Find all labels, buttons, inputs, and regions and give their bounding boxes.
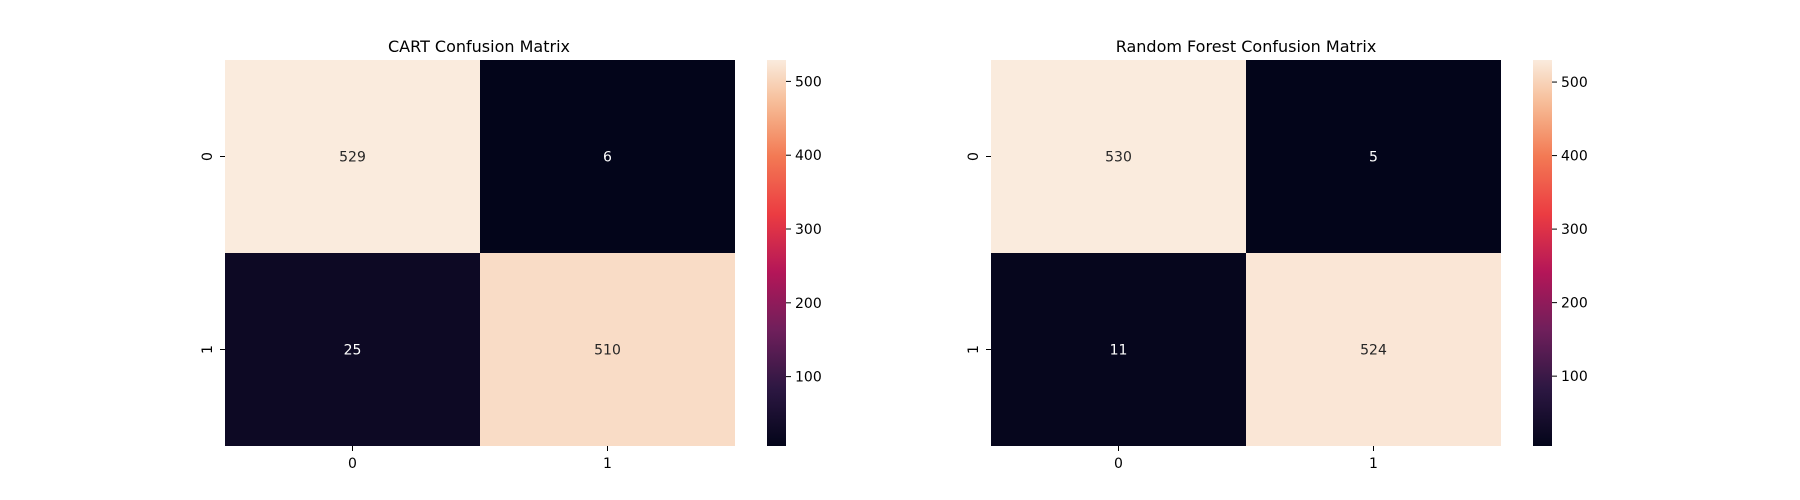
heatmap-cell (1246, 253, 1501, 446)
cell-value-label: 11 (1110, 343, 1128, 359)
heatmap-cells: 530 5 11 524 (991, 60, 1501, 446)
colorbar-tick-label: 200 (795, 296, 822, 312)
cell-value-label: 25 (344, 343, 362, 359)
cell-value-label: 5 (1369, 150, 1378, 166)
y-tick-label: 0 (966, 152, 982, 161)
y-tick-label: 1 (200, 345, 216, 354)
cell-value-label: 529 (339, 150, 366, 166)
heatmap-cell (225, 253, 480, 446)
colorbar-tick-label: 500 (795, 74, 822, 90)
heatmap-cell (1246, 60, 1501, 253)
x-tick-label: 0 (1114, 456, 1123, 472)
heatmap-cell (480, 60, 735, 253)
heatmap-cells: 529 6 25 510 (225, 60, 735, 446)
colorbar-tick-label: 300 (795, 222, 822, 238)
colorbar-gradient (767, 60, 786, 446)
cell-value-label: 524 (1360, 343, 1387, 359)
y-tick-label: 0 (200, 152, 216, 161)
colorbar-tick-label: 100 (1561, 369, 1588, 385)
heatmap-cell (991, 253, 1246, 446)
colorbar: 100 200 300 400 500 (1533, 60, 1588, 446)
colorbar-tick-label: 300 (1561, 222, 1588, 238)
colorbar-tick-label: 200 (1561, 296, 1588, 312)
x-tick-label: 1 (603, 456, 612, 472)
cell-value-label: 530 (1105, 150, 1132, 166)
y-tick-label: 1 (966, 345, 982, 354)
chart-title: Random Forest Confusion Matrix (1116, 37, 1377, 56)
colorbar-tick-label: 400 (795, 148, 822, 164)
heatmap-cell (225, 60, 480, 253)
colorbar-tick-label: 400 (1561, 149, 1588, 165)
random-forest-confusion-matrix-panel: Random Forest Confusion Matrix 530 511 524… (966, 37, 1588, 472)
colorbar-tick-label: 500 (1561, 75, 1588, 91)
y-axis-ticks: 01 (966, 152, 991, 354)
colorbar-tick-label: 100 (795, 370, 822, 386)
heatmap-cell (991, 60, 1246, 253)
colorbar: 100 200 300 400 500 (767, 60, 822, 446)
cell-value-label: 510 (594, 343, 621, 359)
heatmap-cell (480, 253, 735, 446)
y-axis-ticks: 01 (200, 152, 225, 354)
x-tick-label: 1 (1369, 456, 1378, 472)
x-tick-label: 0 (348, 456, 357, 472)
cell-value-label: 6 (603, 150, 612, 166)
chart-title: CART Confusion Matrix (388, 37, 570, 56)
colorbar-gradient (1533, 60, 1552, 446)
